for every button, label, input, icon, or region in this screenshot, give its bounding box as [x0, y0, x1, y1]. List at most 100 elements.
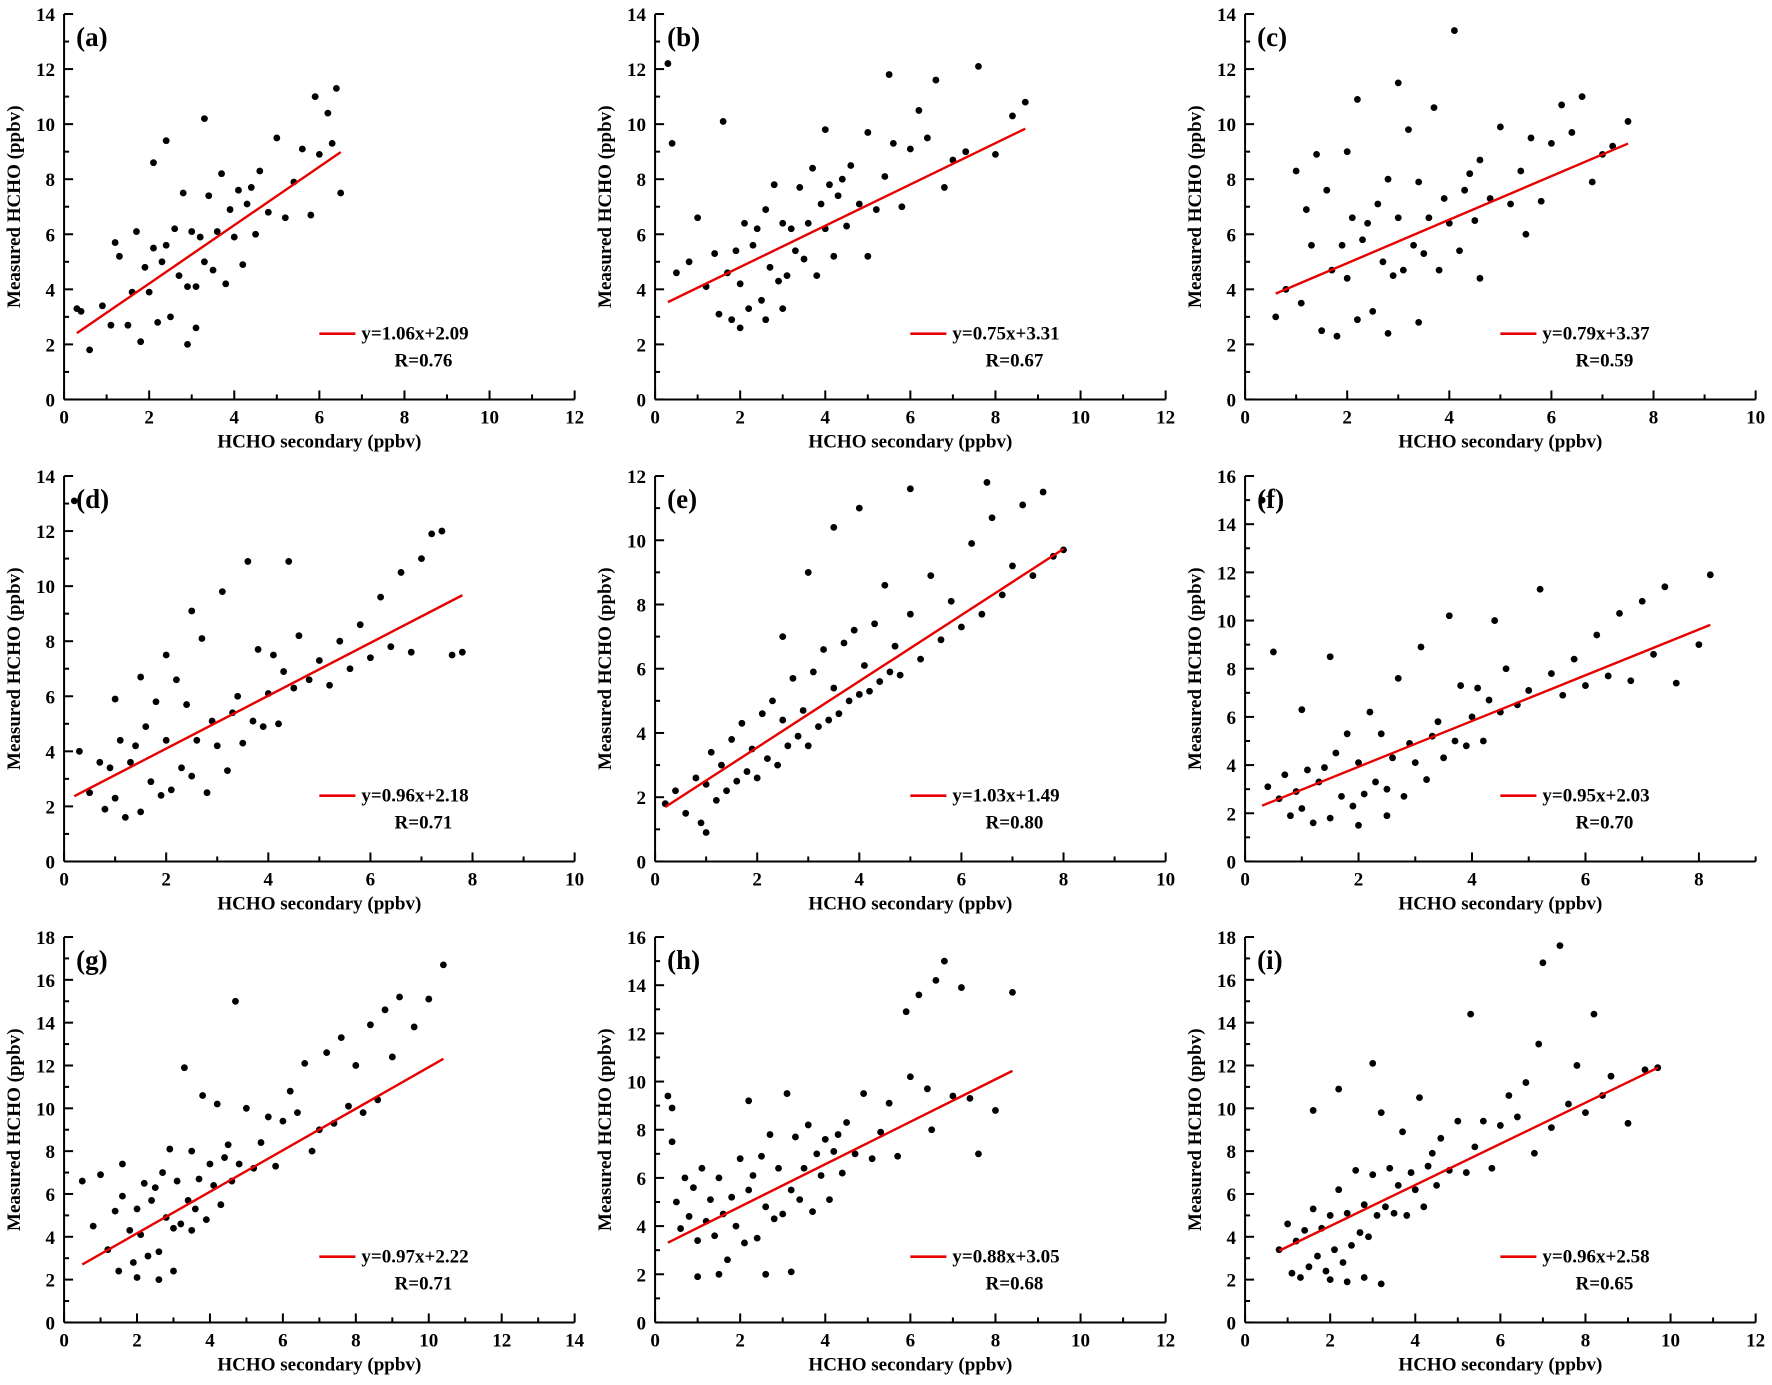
data-point	[75, 747, 83, 755]
data-point	[308, 1147, 316, 1155]
data-point	[259, 722, 267, 730]
data-point	[1008, 562, 1016, 569]
data-point	[285, 557, 293, 565]
x-tick-label: 10	[565, 869, 584, 890]
data-point	[1624, 1119, 1632, 1127]
data-point	[1407, 1169, 1415, 1177]
y-tick-label: 12	[627, 60, 646, 81]
data-point	[710, 1232, 718, 1240]
data-point	[753, 774, 761, 781]
data-point	[1440, 753, 1448, 761]
x-tick-label: 4	[820, 407, 830, 428]
data-point	[1480, 1117, 1488, 1125]
data-point	[753, 225, 761, 233]
data-point	[834, 1131, 842, 1138]
data-point	[872, 206, 880, 213]
data-point	[295, 631, 303, 639]
y-tick-label: 12	[627, 1024, 646, 1045]
data-point	[712, 796, 720, 804]
data-point	[1298, 804, 1306, 812]
data-point	[835, 709, 842, 717]
fit-line	[81, 1057, 444, 1266]
x-axis-title: HCHO secondary (ppbv)	[808, 431, 1012, 452]
data-point	[689, 1184, 697, 1192]
y-tick-label: 0	[46, 1313, 56, 1334]
data-point	[1537, 585, 1544, 593]
fit-line	[73, 593, 463, 797]
data-point	[167, 313, 174, 321]
x-tick-label: 2	[752, 869, 762, 890]
data-point	[155, 1276, 163, 1284]
panel-c: 0 2 4 6 8 10 0 2 4 6 8 10 12 14 y=0.79x+3.37 R=0.59 (c) H…	[1181, 0, 1772, 462]
data-point	[974, 1150, 982, 1158]
x-tick-label: 12	[565, 407, 584, 428]
data-point	[1395, 674, 1402, 682]
data-point	[800, 1164, 808, 1172]
data-point	[242, 1104, 250, 1112]
data-point	[1361, 1201, 1368, 1209]
data-point	[418, 554, 425, 562]
data-point	[232, 997, 239, 1005]
data-point	[885, 71, 893, 78]
data-point	[1335, 1186, 1343, 1194]
data-point	[150, 244, 157, 252]
data-point	[1366, 708, 1374, 715]
data-point	[1616, 609, 1624, 617]
data-point	[226, 206, 234, 213]
y-tick-label: 8	[1227, 170, 1237, 191]
data-point	[1379, 258, 1387, 266]
data-point	[147, 777, 155, 785]
data-point	[1384, 329, 1392, 337]
y-axis-ticks: 0 2 4 6 8 10 12 14 16 18	[1217, 928, 1255, 1334]
y-tick-label: 4	[1227, 280, 1237, 301]
data-point	[141, 263, 149, 271]
data-point	[1352, 1167, 1360, 1174]
data-point	[1374, 200, 1382, 208]
data-point	[1437, 1134, 1445, 1142]
data-point	[1378, 729, 1385, 737]
data-point	[294, 1109, 301, 1117]
fit-equation-label: y=1.06x+2.09	[361, 324, 468, 345]
data-point	[1272, 313, 1280, 321]
fit-equation-label: y=0.88x+3.05	[952, 1247, 1059, 1268]
data-point	[923, 134, 931, 142]
data-point	[821, 126, 829, 134]
data-point	[1589, 178, 1596, 186]
data-point	[154, 318, 162, 326]
y-tick-label: 6	[46, 1185, 56, 1206]
data-point	[124, 321, 132, 329]
y-tick-label: 14	[36, 5, 56, 26]
y-tick-label: 0	[1227, 1313, 1237, 1334]
data-point	[70, 496, 78, 504]
data-point	[448, 651, 456, 658]
x-tick-label: 0	[1241, 407, 1251, 428]
data-point	[323, 1049, 331, 1057]
data-point	[715, 1174, 723, 1182]
data-point	[86, 788, 94, 796]
data-point	[1369, 1171, 1377, 1179]
data-point	[235, 186, 242, 194]
legend: y=0.79x+3.37 R=0.59	[1500, 324, 1650, 372]
data-point	[761, 206, 769, 213]
data-point	[1425, 1162, 1432, 1170]
data-point	[795, 1196, 803, 1204]
data-point	[1497, 1122, 1505, 1129]
data-point	[1568, 129, 1576, 136]
legend: y=1.06x+2.09 R=0.76	[319, 324, 469, 372]
data-point	[671, 786, 679, 794]
y-axis-ticks: 0 2 4 6 8 10 12	[627, 467, 664, 873]
data-point	[1335, 1085, 1343, 1093]
data-point	[137, 808, 145, 815]
data-point	[1378, 1109, 1385, 1117]
data-point	[203, 788, 211, 796]
data-point	[1293, 167, 1300, 175]
data-point	[915, 107, 922, 114]
data-point	[804, 568, 812, 576]
x-axis-ticks: 0 2 4 6 8 10 12	[650, 1313, 1175, 1352]
panel-letter: (f)	[1257, 484, 1284, 514]
data-point	[272, 1162, 280, 1170]
data-point	[235, 1160, 243, 1168]
data-point	[732, 247, 740, 255]
y-tick-label: 6	[46, 225, 56, 246]
data-point	[198, 634, 206, 642]
